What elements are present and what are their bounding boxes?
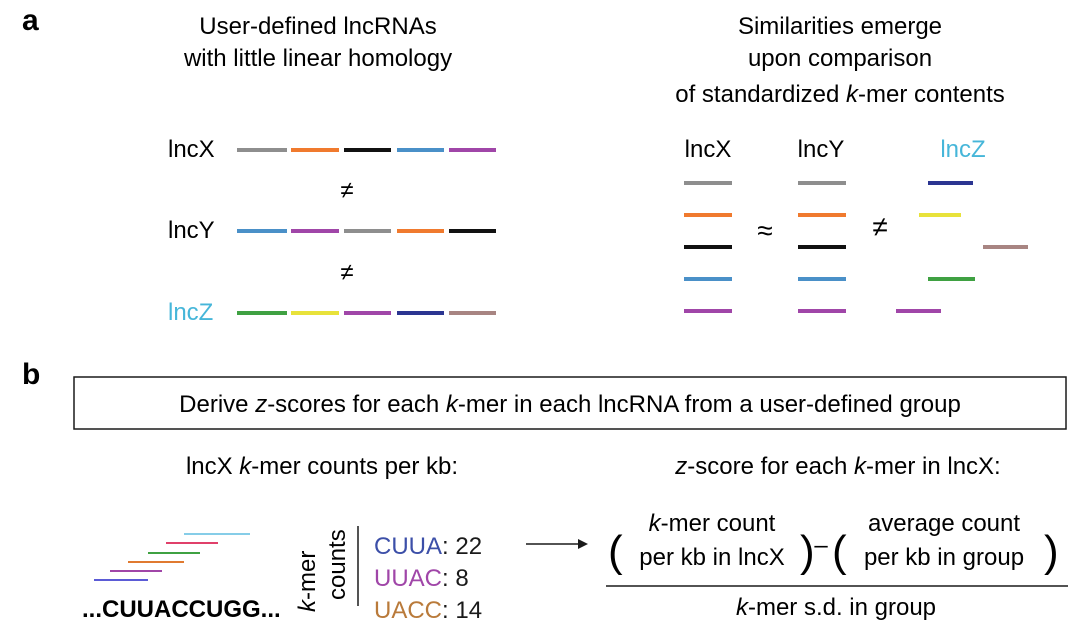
kmer-count: : 8 <box>442 565 469 592</box>
left-title-line1: User-defined lncRNAs <box>199 13 436 40</box>
denominator: k-mer s.d. in group <box>736 594 936 621</box>
arrow-head <box>578 539 588 549</box>
panel-a-letter: a <box>22 4 39 37</box>
zscore-title: z-score for each k-mer in lncX: <box>674 453 1000 480</box>
kmer-name: UUAC <box>374 565 442 592</box>
neq-xy: ≠ <box>340 177 353 204</box>
right-title-post: -mer contents <box>858 81 1005 108</box>
kmer-content-columns <box>684 181 1028 313</box>
left-paren-close: ) <box>800 527 815 576</box>
approx-symbol: ≈ <box>757 215 772 246</box>
kmer-entry-uacc: UACC: 14 <box>374 597 482 624</box>
right-title-pre: of standardized <box>675 81 846 108</box>
kmer-name: CUUA <box>374 533 442 560</box>
left-title-line2: with little linear homology <box>183 45 452 72</box>
numerator-left-line1: k-mer count <box>649 510 776 537</box>
label-lncz: lncZ <box>168 299 213 326</box>
panel-b-letter: b <box>22 358 40 391</box>
right-title-line2: upon comparison <box>748 45 932 72</box>
neq-symbol: ≠ <box>872 211 887 242</box>
method-box <box>73 376 1067 430</box>
kmer-name: UACC <box>374 597 442 624</box>
kmer-entry-cuua: CUUA: 22 <box>374 533 482 560</box>
kmer-count: : 14 <box>442 597 482 624</box>
numerator-right-line2: per kb in group <box>864 544 1024 571</box>
right-title-k: k <box>846 81 860 108</box>
right-paren-open: ( <box>832 527 847 576</box>
sequence-text: ...CUUACCUGG... <box>82 596 281 623</box>
label-lncx: lncX <box>168 136 215 163</box>
kmer-axis-label: k-mer <box>294 551 321 612</box>
kmer-count: : 22 <box>442 533 482 560</box>
counts-axis-label: counts <box>324 529 351 600</box>
sequencing-reads <box>94 533 250 581</box>
right-title-line1: Similarities emerge <box>738 13 942 40</box>
right-title-line3: of standardized k-mer contents <box>675 81 1005 108</box>
minus-sign: – <box>814 532 828 559</box>
label-lncy: lncY <box>168 217 215 244</box>
numerator-right-line1: average count <box>868 510 1020 537</box>
numerator-left-line2: per kb in lncX <box>639 544 784 571</box>
method-box-text: Derive z-scores for each k-mer in each l… <box>179 391 961 418</box>
right-paren-close: ) <box>1044 527 1059 576</box>
kmer-entry-uuac: UUAC: 8 <box>374 565 469 592</box>
left-paren-open: ( <box>608 527 623 576</box>
col-label-lncx: lncX <box>685 136 732 163</box>
counts-title: lncX k-mer counts per kb: <box>186 453 458 480</box>
col-label-lncy: lncY <box>798 136 845 163</box>
neq-yz: ≠ <box>340 259 353 286</box>
col-label-lncz: lncZ <box>940 136 985 163</box>
